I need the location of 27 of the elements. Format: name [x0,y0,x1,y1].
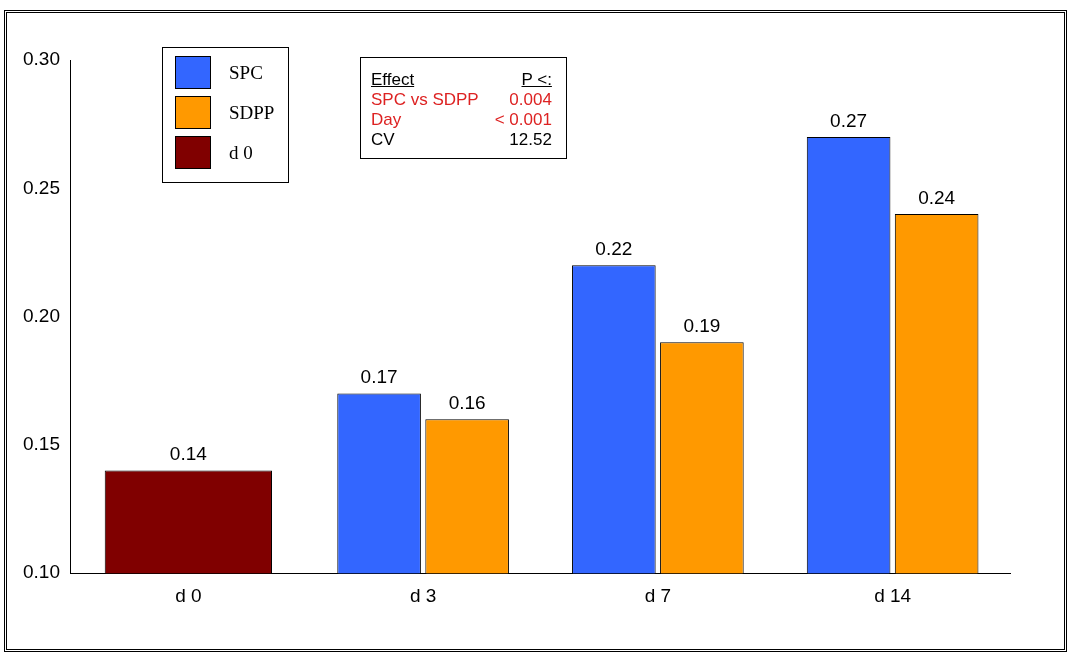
data-label: 0.22 [595,238,633,260]
y-tick-label: 0.15 [23,433,60,455]
x-tick-label: d 0 [175,584,202,606]
y-tick-label: 0.10 [23,561,60,583]
legend-label: d 0 [229,141,253,164]
data-label: 0.14 [169,443,208,465]
y-tick-label: 0.25 [23,176,60,198]
legend-label: SDPP [229,101,275,124]
y-tick-label: 0.20 [23,304,60,326]
x-tick-label: d 7 [644,584,672,606]
data-label: 0.19 [683,314,721,336]
legend-label: SPC [229,61,263,84]
x-tick-label: d 3 [409,584,437,606]
x-tick-label: d 14 [874,584,912,606]
annotation: < 0.001 [494,110,552,130]
data-label: 0.17 [360,366,398,388]
data-label: 0.24 [918,186,956,208]
annotation: 0.004 [508,90,552,110]
annotation: CV [371,130,396,150]
data-label: 0.27 [830,109,868,131]
annotation: 12.52 [508,130,552,150]
data-label: 0.16 [448,391,486,413]
annotation: P <: [520,70,552,90]
y-tick-label: 0.30 [23,48,60,70]
annotation: SPC vs SDPP [371,90,479,110]
annotation: Day [371,110,403,130]
annotation: Effect [371,70,416,90]
